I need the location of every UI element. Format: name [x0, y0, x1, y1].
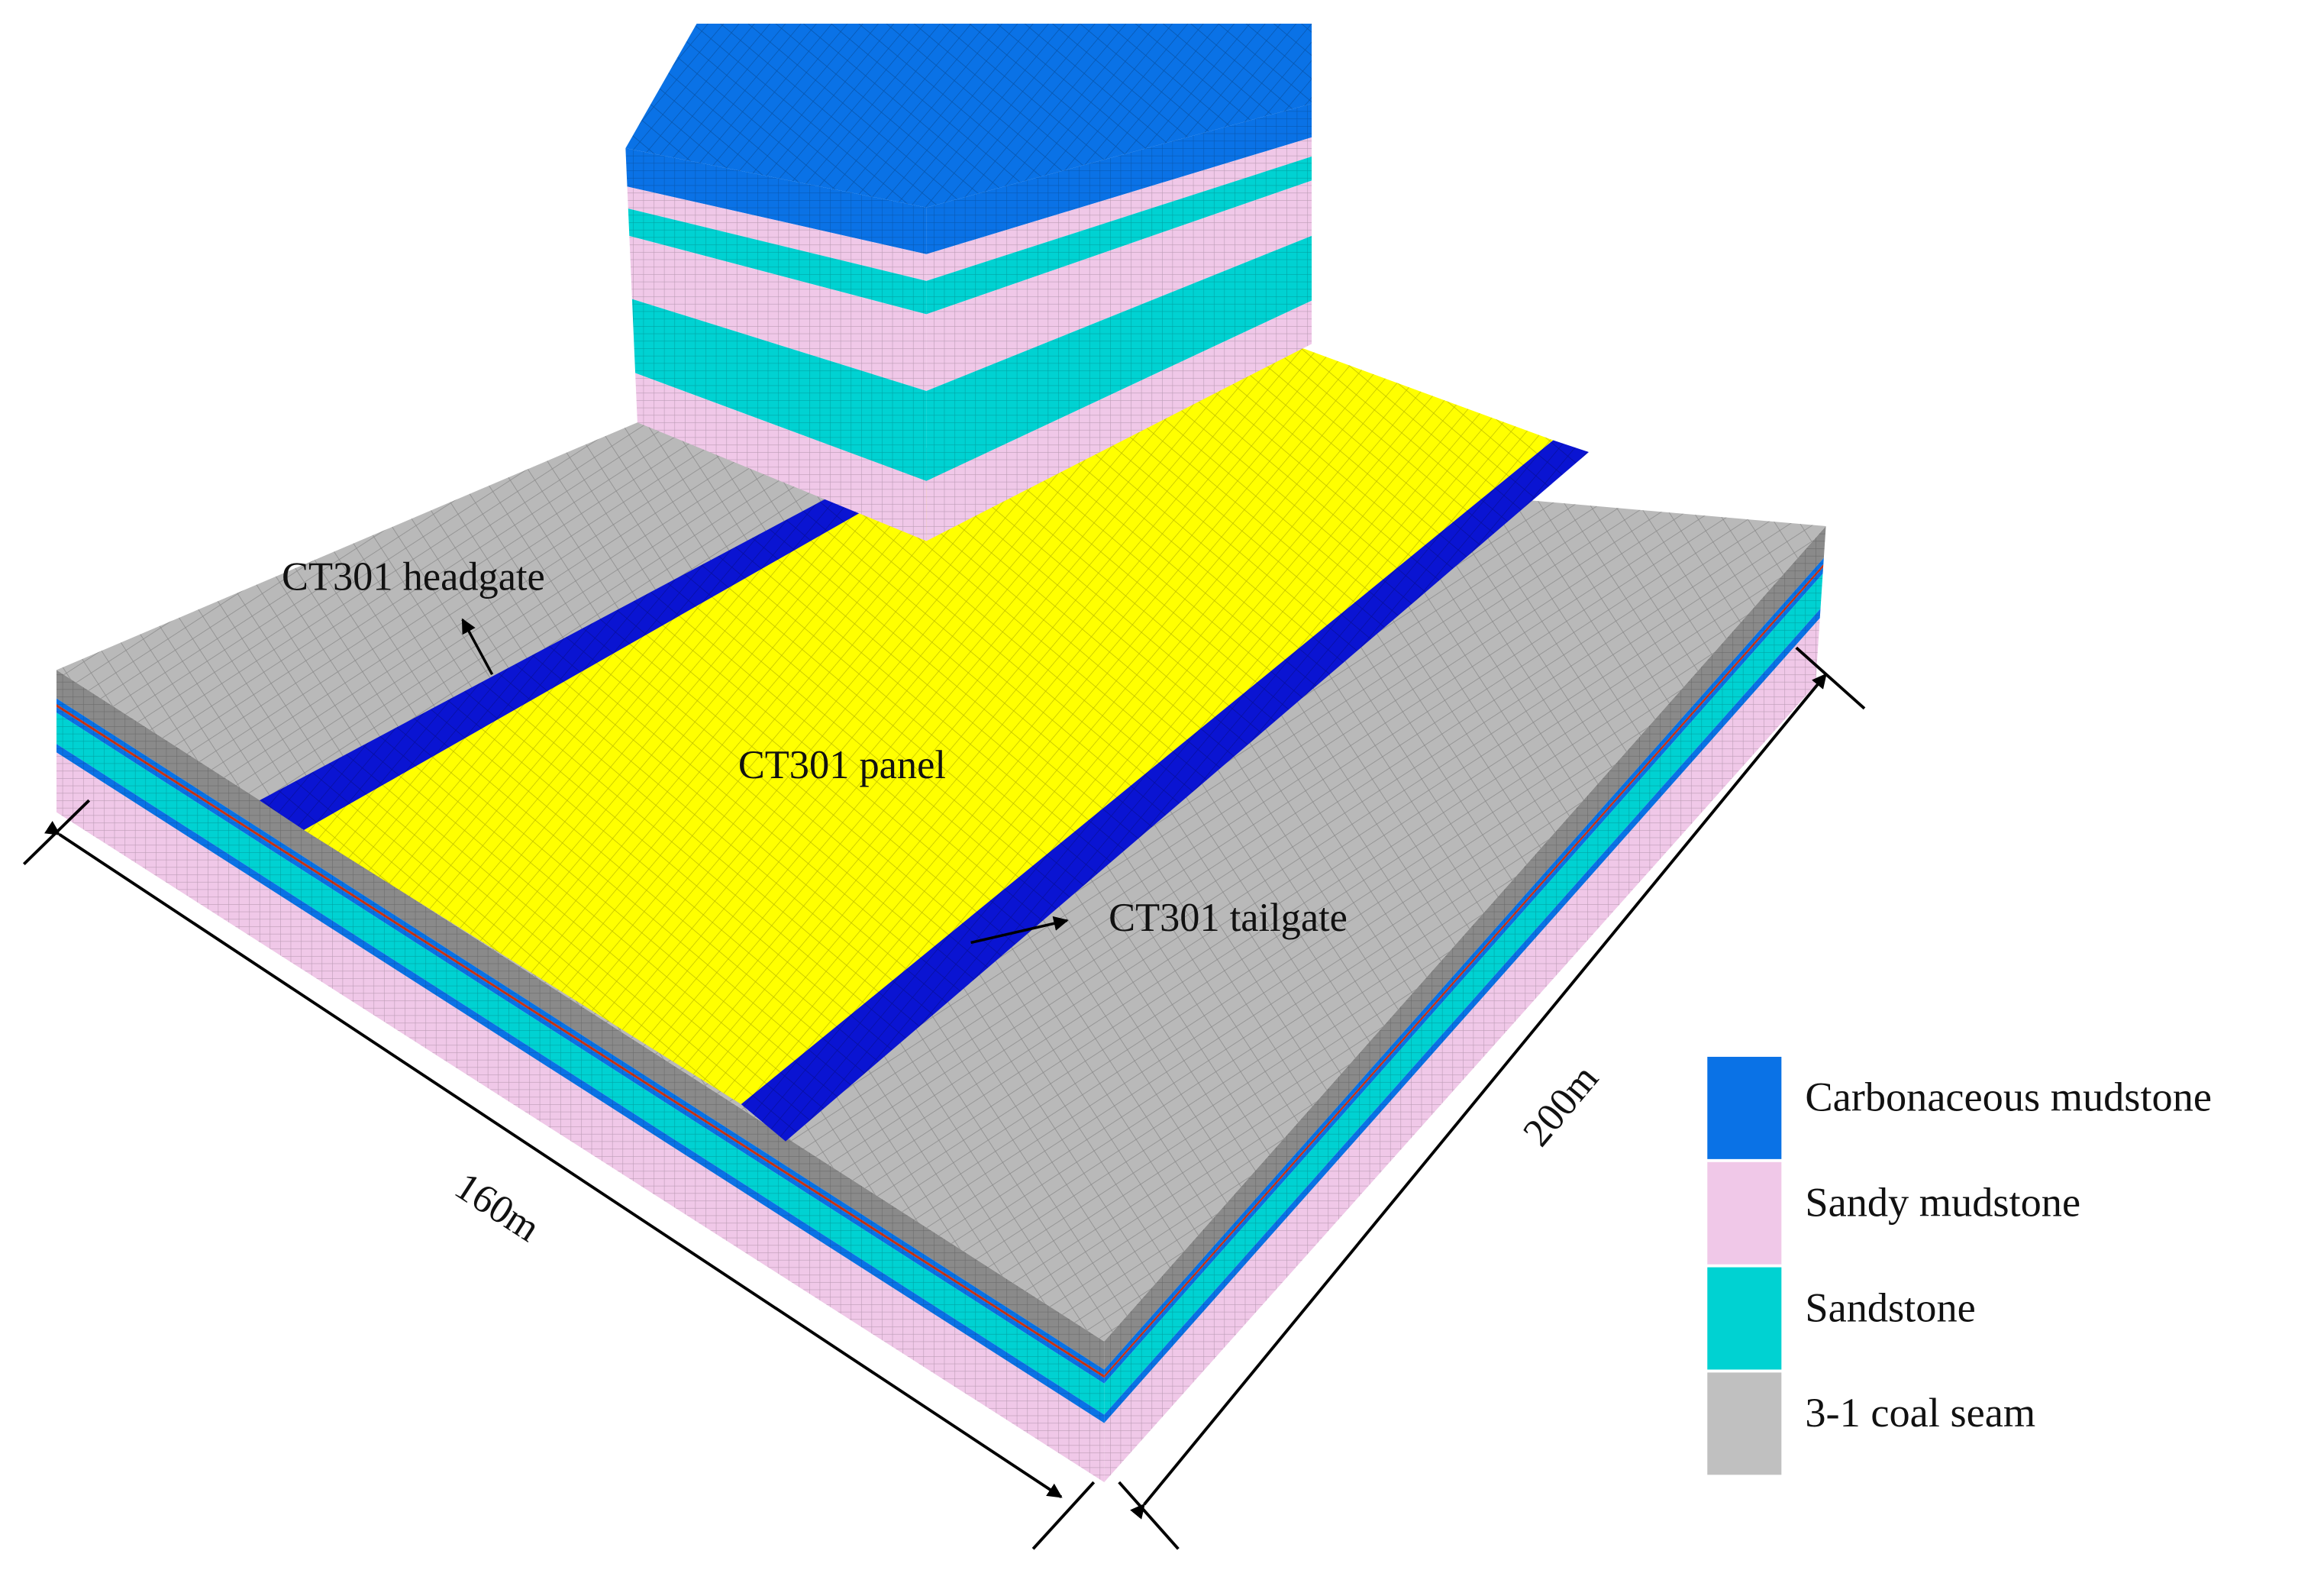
legend-swatch: [1707, 1267, 1782, 1370]
dimension-tick: [22, 799, 91, 865]
mesh: [625, 24, 1312, 208]
panel-label: CT301 panel: [738, 743, 946, 787]
legend-label: Sandy mudstone: [1805, 1179, 2080, 1225]
dimension-line: [1130, 673, 1828, 1520]
legend-label: Carbonaceous mudstone: [1805, 1074, 2212, 1120]
legend-swatch: [1707, 1372, 1782, 1475]
legend-swatch: [1707, 1056, 1782, 1159]
dimension-tick: [1795, 646, 1866, 710]
mesh: [926, 157, 1312, 315]
dimension-tick: [1118, 1481, 1180, 1550]
mesh: [926, 180, 1312, 391]
headgate-label: CT301 headgate: [282, 555, 545, 599]
headgate-arrow: [461, 618, 494, 675]
mesh: [926, 300, 1312, 541]
legend-label: Sandstone: [1805, 1284, 1975, 1330]
mesh: [627, 186, 927, 281]
legend: Carbonaceous mudstone Sandy mudstone Sands…: [1707, 1056, 2212, 1475]
mesh: [259, 496, 863, 830]
mesh: [926, 235, 1312, 481]
length-label: 200m: [1515, 1056, 1607, 1155]
mesh: [926, 103, 1312, 254]
legend-swatch: [1707, 1161, 1782, 1265]
dimension-tick: [1031, 1481, 1096, 1550]
mesh: [628, 208, 927, 315]
dimension-line: [44, 821, 1063, 1499]
tailgate-label: CT301 tailgate: [1109, 896, 1348, 940]
mesh: [631, 299, 927, 481]
mesh: [629, 236, 927, 391]
mesh: [635, 373, 927, 541]
mesh: [625, 148, 927, 254]
legend-label: 3-1 coal seam: [1805, 1390, 2035, 1436]
width-label: 160m: [447, 1164, 548, 1251]
mesh: [926, 137, 1312, 281]
